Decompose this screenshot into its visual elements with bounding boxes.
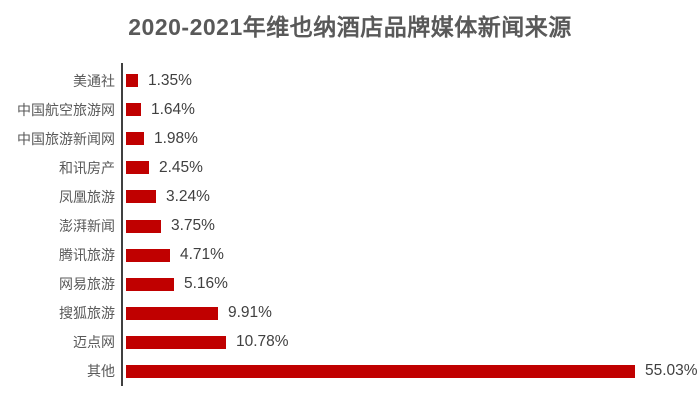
value-label: 1.35% — [148, 71, 192, 89]
chart-title: 2020-2021年维也纳酒店品牌媒体新闻来源 — [128, 14, 572, 40]
category-label: 网易旅游 — [59, 276, 115, 293]
bar-row: 腾讯旅游 4.71% — [0, 241, 700, 270]
bar — [126, 248, 170, 262]
category-label: 腾讯旅游 — [59, 247, 115, 264]
bar — [126, 103, 141, 117]
bar-rows-container: 美通社 1.35% 中国航空旅游网 1.64% 中国旅游新闻网 1.98% 和讯房产 2.45… — [0, 66, 700, 386]
bar-row: 其他 55.03% — [0, 357, 700, 386]
bar-row: 迈点网 10.78% — [0, 328, 700, 357]
bar — [126, 306, 218, 320]
bar-row: 网易旅游 5.16% — [0, 270, 700, 299]
value-label: 2.45% — [159, 158, 203, 176]
bar-row: 凤凰旅游 3.24% — [0, 182, 700, 211]
category-label: 和讯房产 — [59, 159, 115, 176]
value-label: 3.75% — [171, 217, 215, 235]
value-label: 10.78% — [236, 333, 289, 351]
category-label: 中国航空旅游网 — [17, 101, 115, 118]
bar — [126, 132, 144, 146]
category-label: 搜狐旅游 — [59, 305, 115, 322]
value-label: 9.91% — [228, 304, 272, 322]
bar-row: 搜狐旅游 9.91% — [0, 299, 700, 328]
bar — [126, 364, 635, 378]
value-label: 5.16% — [184, 275, 228, 293]
bar — [126, 219, 161, 233]
category-label: 澎湃新闻 — [59, 218, 115, 235]
bar-row: 和讯房产 2.45% — [0, 153, 700, 182]
value-label: 55.03% — [645, 362, 698, 380]
value-label: 1.64% — [151, 100, 195, 118]
category-label: 其他 — [87, 363, 115, 380]
bar — [126, 190, 156, 204]
bar-chart-plot-area: 美通社 1.35% 中国航空旅游网 1.64% 中国旅游新闻网 1.98% 和讯房产 2.45… — [0, 63, 700, 386]
bar-row: 美通社 1.35% — [0, 66, 700, 95]
y-axis-line — [121, 63, 123, 386]
bar-row: 中国航空旅游网 1.64% — [0, 95, 700, 124]
category-label: 美通社 — [73, 72, 115, 89]
category-label: 迈点网 — [73, 334, 115, 351]
value-label: 1.98% — [154, 129, 198, 147]
bar — [126, 277, 174, 291]
category-label: 凤凰旅游 — [59, 188, 115, 205]
bar-row: 澎湃新闻 3.75% — [0, 211, 700, 240]
value-label: 3.24% — [166, 187, 210, 205]
bar — [126, 335, 226, 349]
bar — [126, 161, 149, 175]
category-label: 中国旅游新闻网 — [17, 130, 115, 147]
value-label: 4.71% — [180, 246, 224, 264]
bar — [126, 74, 138, 88]
bar-row: 中国旅游新闻网 1.98% — [0, 124, 700, 153]
